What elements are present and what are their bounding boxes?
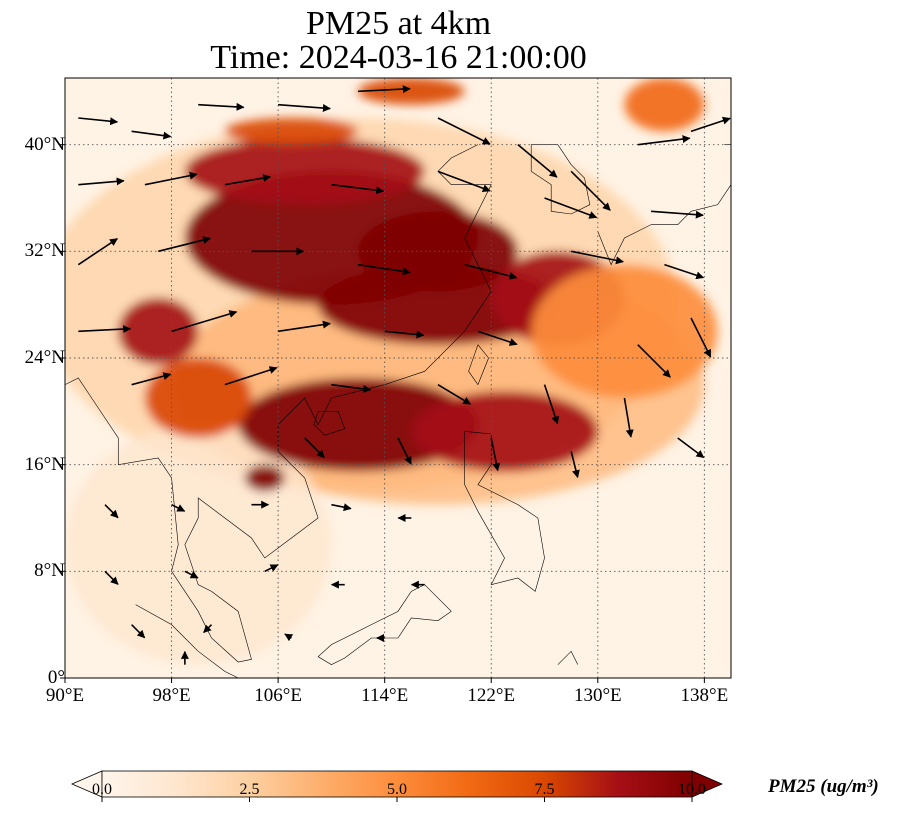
wind-arrow [78,325,132,334]
coastline [464,431,545,592]
wind-arrow [184,570,199,579]
pm25-blob [238,378,478,472]
wind-arrow [331,503,352,512]
wind-arrow [144,171,198,186]
wind-arrow [437,383,472,405]
pm25-blob [118,298,199,365]
coastline [135,604,239,678]
wind-arrow [304,437,325,459]
wind-arrow [437,117,491,145]
wind-arrow [570,451,580,479]
longitude-label: 114°E [361,685,409,706]
wind-arrow [571,250,624,265]
wind-arrow [284,633,294,642]
latitude-label: 32°N [24,240,65,262]
wind-arrow [77,238,118,266]
wind-arrow [104,570,119,585]
map-frame [64,77,732,679]
axis-tick-marks [60,144,705,683]
pm25-blob [224,117,359,145]
longitude-label: 106°E [254,685,302,706]
wind-arrow [397,437,412,465]
wind-arrow [437,170,491,193]
pm25-blob [531,264,718,398]
wind-arrow [664,263,705,280]
gridlines [65,78,731,678]
wind-vectors [77,85,731,665]
wind-arrow [477,330,518,346]
coastline [530,144,591,215]
wind-arrow [171,310,238,333]
wind-arrow [677,437,705,459]
wind-arrow [651,210,704,219]
colorbar-tick-label: 7.5 [534,781,555,798]
wind-arrow [203,624,213,634]
wind-arrow [131,372,172,386]
latitude-label: 40°N [24,133,65,155]
wind-arrow [78,117,119,126]
wind-arrow [158,236,212,253]
coastlines [65,144,731,678]
wind-arrow [384,330,425,339]
longitude-label: 98°E [152,685,191,706]
latitude-label: 0° [47,667,65,688]
longitude-label: 90°E [45,685,85,706]
wind-arrow [224,174,272,186]
pm25-blob [184,138,425,205]
longitude-label: 122°E [467,685,516,706]
colorbar-title: PM25 (ug/m³) [768,776,879,797]
map-panel [60,77,732,683]
wind-arrow [570,170,611,211]
wind-arrow [131,130,172,140]
wind-arrow [171,503,186,512]
wind-arrow [331,183,385,195]
wind-arrow [357,263,411,276]
wind-arrow [104,504,119,519]
coastline [597,144,731,266]
wind-arrow [490,437,501,472]
wind-arrow [517,144,558,178]
coastline [557,650,579,665]
wind-arrow [78,177,125,186]
longitude-label: 138°E [680,685,729,706]
pm25-blob [244,464,285,492]
pm25-blob [358,78,465,105]
wind-arrow [637,344,671,378]
pm25-blob [144,358,252,438]
colorbar-tick-label: 2.5 [239,781,260,798]
colorbar-tick-label: 5.0 [387,781,407,798]
wind-arrow [690,116,731,133]
wind-arrow [543,384,560,425]
pm25-blob [411,391,598,472]
pm25-blob [624,78,705,132]
wind-arrow [623,397,634,438]
pm25-field [65,78,718,665]
wind-arrow [544,197,598,219]
wind-arrow [224,366,278,386]
wind-arrow [464,263,518,280]
wind-arrow [278,103,331,113]
figure-subtitle: Time: 2024-03-16 21:00:00 [210,39,587,76]
wind-arrow [264,564,279,573]
latitude-label: 8°N [34,560,65,582]
latitude-label: 24°N [24,347,65,368]
colorbar-tick-label: 10.0 [678,781,706,798]
wind-arrow [331,383,372,393]
wind-arrow [278,320,331,333]
coastline [313,411,346,436]
wind-arrow [198,102,245,111]
wind-arrow [358,85,411,94]
wind-arrow [131,624,146,639]
wind-arrow [637,135,691,146]
longitude-label: 130°E [573,685,622,706]
coastline [317,584,452,666]
coastline [65,144,492,663]
latitude-label: 16°N [24,453,65,475]
figure-title: PM25 at 4km [305,5,492,42]
wind-arrow [690,317,712,358]
colorbar-tick-label: 0.0 [92,781,112,798]
coastline [468,344,489,386]
